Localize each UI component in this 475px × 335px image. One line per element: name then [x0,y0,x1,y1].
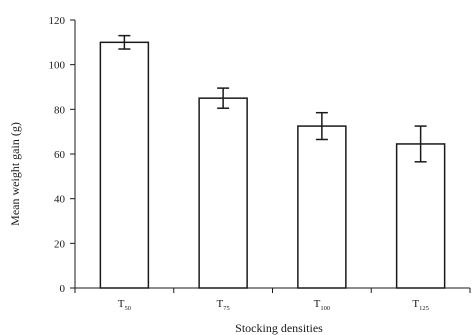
y-tick-label: 100 [49,60,66,72]
y-tick-label: 40 [54,194,66,206]
x-tick-label: T125 [412,298,428,312]
bar [198,97,248,289]
x-tick-label: T50 [118,298,131,312]
x-axis-ticks: T50 T75 T100 T125 [74,288,471,312]
error-bars-group [118,34,427,163]
y-axis-title: Mean weight gain (g) [8,122,22,226]
x-axis-title: Stocking densities [235,321,323,335]
y-tick-label: 60 [54,149,66,161]
y-axis-ticks: 0 20 40 60 80 100 120 [49,15,75,295]
y-tick-label: 20 [54,238,66,250]
bar [99,41,150,289]
y-tick-label: 120 [49,15,66,27]
x-tick-label: T100 [314,298,330,312]
y-tick-label: 80 [54,104,66,116]
bars-group [99,41,446,289]
y-tick-label: 0 [60,283,66,295]
bar [395,143,446,289]
bar [297,125,347,289]
x-tick-label: T75 [217,298,230,312]
